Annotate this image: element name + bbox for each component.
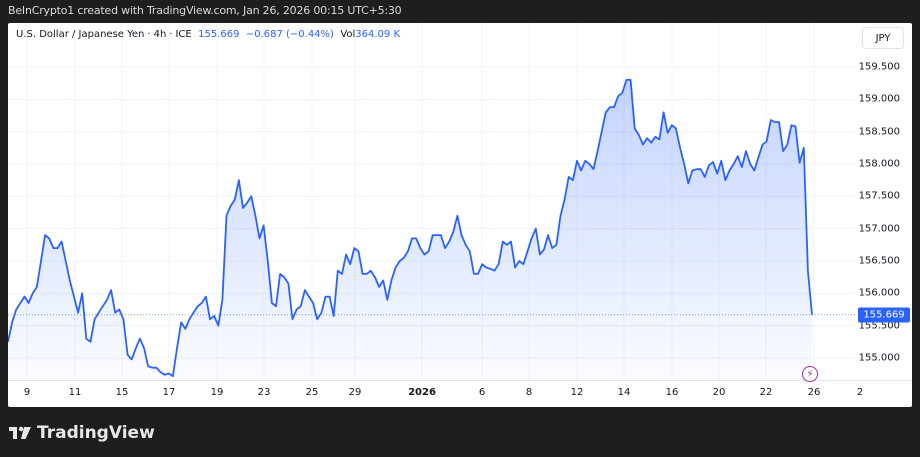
time-axis-label: 17 (162, 387, 176, 398)
volume-label: Vol (340, 29, 356, 40)
time-axis-label: 22 (759, 387, 773, 398)
time-axis-label: 12 (570, 387, 584, 398)
symbol-name[interactable]: U.S. Dollar / Japanese Yen (16, 29, 145, 40)
price-chart[interactable] (8, 23, 912, 407)
price-axis-label: 159.000 (858, 93, 900, 105)
last-price-tag: 155.669 (858, 307, 910, 323)
price-axis-label: 157.500 (858, 190, 900, 202)
symbol-legend: U.S. Dollar / Japanese Yen · 4h · ICE 155.66… (16, 29, 401, 40)
time-axis-label: 2026 (408, 387, 436, 398)
time-axis-label: 9 (23, 387, 31, 398)
volume-value: 364.09 K (355, 29, 401, 40)
last-price: 155.669 (198, 29, 240, 40)
time-axis-label: 6 (478, 387, 486, 398)
time-axis-label: 29 (348, 387, 362, 398)
price-axis-label: 157.000 (858, 223, 900, 235)
tradingview-logo-icon (9, 426, 31, 439)
time-axis-label: 20 (712, 387, 726, 398)
time-axis-label: 19 (210, 387, 224, 398)
price-axis-label: 158.500 (858, 126, 900, 138)
time-axis-label: 26 (807, 387, 821, 398)
price-axis-label: 156.000 (858, 287, 900, 299)
time-axis-label: 2 (856, 387, 864, 398)
brand-name: TradingView (37, 423, 155, 443)
interval: 4h (153, 29, 167, 40)
price-axis-label: 156.500 (858, 255, 900, 267)
exchange: ICE (175, 29, 192, 40)
chart-panel[interactable]: U.S. Dollar / Japanese Yen · 4h · ICE 155.66… (8, 23, 912, 407)
time-axis-label: 25 (305, 387, 319, 398)
price-change: −0.687 (−0.44%) (245, 29, 334, 40)
price-axis-label: 158.000 (858, 158, 900, 170)
price-axis-label: 155.000 (858, 352, 900, 364)
currency-button[interactable]: JPY (862, 27, 904, 49)
price-axis-label: 155.500 (858, 320, 900, 332)
time-axis-label: 23 (257, 387, 271, 398)
time-axis-label: 11 (68, 387, 82, 398)
attribution-text: BeInCrypto1 created with TradingView.com… (8, 4, 402, 17)
price-axis-label: 159.500 (858, 61, 900, 73)
tradingview-logo: TradingView (9, 423, 155, 443)
time-axis-label: 15 (115, 387, 129, 398)
time-axis-label: 8 (525, 387, 533, 398)
time-axis-label: 16 (665, 387, 679, 398)
lightning-bolt-icon[interactable]: ⚡ (802, 366, 818, 382)
time-axis-label: 14 (617, 387, 631, 398)
